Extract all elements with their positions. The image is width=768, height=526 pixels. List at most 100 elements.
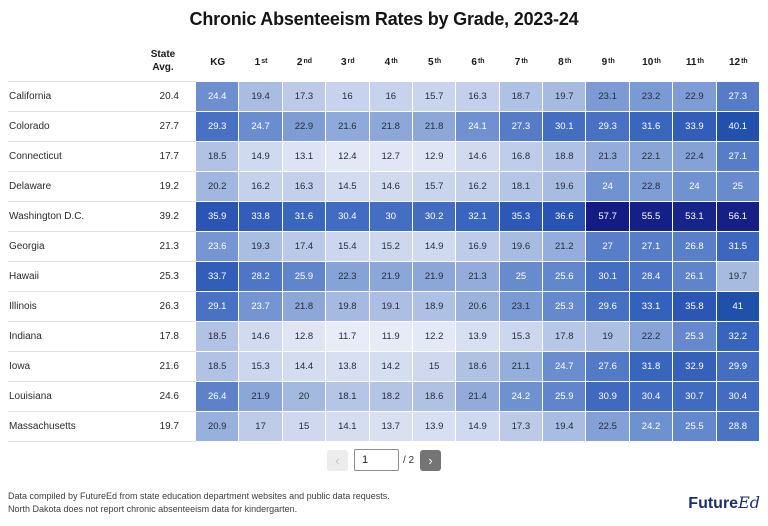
pagination: ‹ / 2 ›	[0, 449, 768, 471]
state-label: Washington D.C.	[8, 202, 130, 232]
heatmap-cell: 21.8	[412, 112, 457, 142]
heatmap-cell: 19.6	[499, 232, 544, 262]
heatmap-cell: 33.1	[629, 292, 674, 322]
heatmap-cell: 24.4	[196, 82, 240, 112]
chevron-right-icon: ›	[428, 452, 433, 468]
table-row: Louisiana 24.6 26.4 21.9 20 18.1 18.2 18.6 21.4 2…	[8, 382, 760, 412]
heatmap-cell: 16	[326, 82, 370, 112]
heatmap-cell: 18.5	[196, 142, 240, 172]
heatmap-cell: 32.9	[673, 352, 717, 382]
heatmap-cell: 22.3	[326, 262, 370, 292]
table-row: California 20.4 24.4 19.4 17.3 16 16 15.7 16.3 18…	[8, 82, 760, 112]
prev-page-button[interactable]: ‹	[326, 449, 348, 471]
heatmap-cell: 11.9	[369, 322, 413, 352]
heatmap-cell: 27.1	[629, 232, 674, 262]
state-avg-value: 39.2	[130, 202, 196, 232]
page-number-input[interactable]	[353, 449, 399, 471]
heatmap-cell: 24	[673, 172, 717, 202]
state-label: Iowa	[8, 352, 130, 382]
heatmap-cell: 24.2	[629, 412, 674, 442]
heatmap-cell: 29.1	[196, 292, 240, 322]
heatmap-cell: 16.9	[456, 232, 500, 262]
heatmap-cell: 27.1	[716, 142, 760, 172]
heatmap-cell: 30.1	[586, 262, 630, 292]
heatmap-cell: 20.2	[196, 172, 240, 202]
heatmap-cell: 18.5	[196, 322, 240, 352]
heatmap-cell: 31.6	[629, 112, 674, 142]
heatmap-cell: 31.8	[629, 352, 674, 382]
state-label: Delaware	[8, 172, 130, 202]
heatmap-cell: 16.3	[282, 172, 327, 202]
heatmap-cell: 25.5	[673, 412, 717, 442]
next-page-button[interactable]: ›	[420, 449, 442, 471]
heatmap-cell: 27	[586, 232, 630, 262]
heatmap-cell: 19.6	[543, 172, 587, 202]
heatmap-cell: 16.2	[239, 172, 283, 202]
heatmap-cell: 24	[586, 172, 630, 202]
heatmap-cell: 35.9	[196, 202, 240, 232]
heatmap-cell: 20	[282, 382, 327, 412]
heatmap-cell: 15.7	[412, 172, 457, 202]
heatmap-cell: 24.7	[543, 352, 587, 382]
state-avg-value: 19.7	[130, 412, 196, 442]
heatmap-cell: 14.1	[326, 412, 370, 442]
heatmap-cell: 15.3	[499, 322, 544, 352]
table-corner-cell	[8, 42, 130, 82]
heatmap-cell: 26.8	[673, 232, 717, 262]
footnote-line1: Data compiled by FutureEd from state edu…	[8, 490, 390, 501]
heatmap-cell: 21.6	[326, 112, 370, 142]
heatmap-cell: 31.5	[716, 232, 760, 262]
state-avg-value: 27.7	[130, 112, 196, 142]
heatmap-cell: 17.4	[282, 232, 327, 262]
heatmap-cell: 14.2	[369, 352, 413, 382]
logo-text-ed: Ed	[738, 492, 760, 512]
heatmap-cell: 26.1	[673, 262, 717, 292]
heatmap-cell: 25	[499, 262, 544, 292]
heatmap-cell: 12.7	[369, 142, 413, 172]
state-avg-header-line2: Avg.	[152, 61, 174, 73]
heatmap-cell: 56.1	[716, 202, 760, 232]
heatmap-cell: 28.4	[629, 262, 674, 292]
heatmap-cell: 13.9	[456, 322, 500, 352]
table-row: Georgia 21.3 23.6 19.3 17.4 15.4 15.2 14.9 16.9 1…	[8, 232, 760, 262]
heatmap-cell: 14.9	[412, 232, 457, 262]
table-row: Delaware 19.2 20.2 16.2 16.3 14.5 14.6 15.7 16.2…	[8, 172, 760, 202]
heatmap-cell: 12.8	[282, 322, 327, 352]
heatmap-cell: 21.4	[456, 382, 500, 412]
heatmap-cell: 33.8	[239, 202, 283, 232]
heatmap-cell: 22.1	[629, 142, 674, 172]
heatmap-cell: 32.1	[456, 202, 500, 232]
futureed-logo: FutureEd	[688, 493, 760, 513]
heatmap-cell: 14.9	[456, 412, 500, 442]
heatmap-cell: 12.9	[412, 142, 457, 172]
heatmap-cell: 15.7	[412, 82, 457, 112]
heatmap-cell: 23.2	[629, 82, 674, 112]
heatmap-cell: 19.7	[716, 262, 760, 292]
footnote-line2: North Dakota does not report chronic abs…	[8, 503, 298, 514]
state-avg-value: 21.3	[130, 232, 196, 262]
heatmap-cell: 17	[239, 412, 283, 442]
table-row: Hawaii 25.3 33.7 28.2 25.9 22.3 21.9 21.9 21.3 25…	[8, 262, 760, 292]
table-row: Illinois 26.3 29.1 23.7 21.8 19.8 19.1 18.9 20.6…	[8, 292, 760, 322]
heatmap-cell: 29.9	[716, 352, 760, 382]
state-avg-value: 21.6	[130, 352, 196, 382]
heatmap-cell: 27.3	[499, 112, 544, 142]
footer: Data compiled by FutureEd from state edu…	[8, 490, 760, 516]
heatmap-cell: 11.7	[326, 322, 370, 352]
chevron-left-icon: ‹	[335, 452, 340, 468]
state-label: Illinois	[8, 292, 130, 322]
state-avg-value: 19.2	[130, 172, 196, 202]
heatmap-cell: 19.8	[326, 292, 370, 322]
heatmap-cell: 14.6	[456, 142, 500, 172]
heatmap-cell: 25.3	[673, 322, 717, 352]
heatmap-cell: 22.5	[586, 412, 630, 442]
heatmap-cell: 31.6	[282, 202, 327, 232]
state-avg-value: 20.4	[130, 82, 196, 112]
heatmap-cell: 41	[716, 292, 760, 322]
